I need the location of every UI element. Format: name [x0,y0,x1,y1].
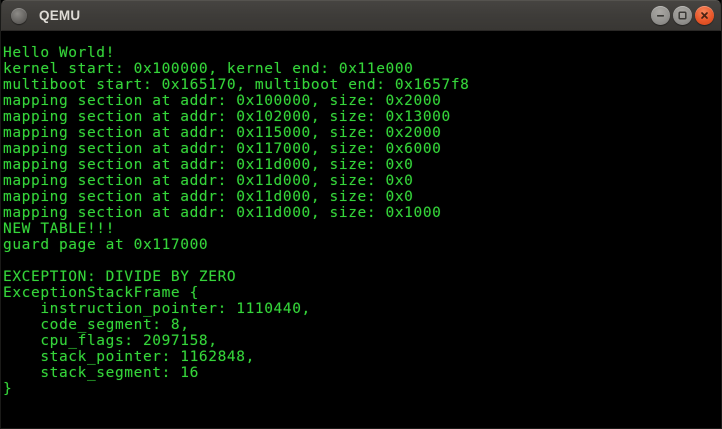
minimize-icon [655,10,666,21]
terminal-line: mapping section at addr: 0x117000, size:… [3,141,442,157]
terminal-line: mapping section at addr: 0x115000, size:… [3,125,442,141]
close-icon [699,10,710,21]
terminal-line-blank [3,253,721,269]
terminal-line: cpu_flags: 2097158, [3,333,218,349]
window-title: QEMU [39,7,81,23]
terminal-line: EXCEPTION: DIVIDE BY ZERO [3,269,237,285]
terminal-line: mapping section at addr: 0x11d000, size:… [3,157,414,173]
terminal-line: mapping section at addr: 0x11d000, size:… [3,173,414,189]
maximize-button[interactable] [673,6,692,25]
terminal-line: mapping section at addr: 0x102000, size:… [3,109,451,125]
minimize-button[interactable] [651,6,670,25]
terminal-line: NEW TABLE!!! [3,221,115,237]
terminal-line: code_segment: 8, [3,317,190,333]
close-button[interactable] [695,6,714,25]
qemu-app-icon [11,7,27,24]
qemu-terminal-output[interactable]: Hello World! kernel start: 0x100000, ker… [1,31,721,428]
terminal-line: guard page at 0x117000 [3,237,209,253]
terminal-line: mapping section at addr: 0x100000, size:… [3,93,442,109]
window-controls [651,6,714,25]
terminal-line: } [3,381,13,397]
terminal-line: multiboot start: 0x165170, multiboot end… [3,77,470,93]
terminal-line: stack_segment: 16 [3,365,199,381]
terminal-line: kernel start: 0x100000, kernel end: 0x11… [3,61,414,77]
maximize-icon [677,10,688,21]
terminal-line: ExceptionStackFrame { [3,285,199,301]
window-titlebar[interactable]: QEMU [1,0,721,31]
terminal-line: mapping section at addr: 0x11d000, size:… [3,189,414,205]
terminal-line: stack_pointer: 1162848, [3,349,255,365]
terminal-line: mapping section at addr: 0x11d000, size:… [3,205,442,221]
terminal-line: Hello World! [3,45,115,61]
terminal-line: instruction_pointer: 1110440, [3,301,311,317]
